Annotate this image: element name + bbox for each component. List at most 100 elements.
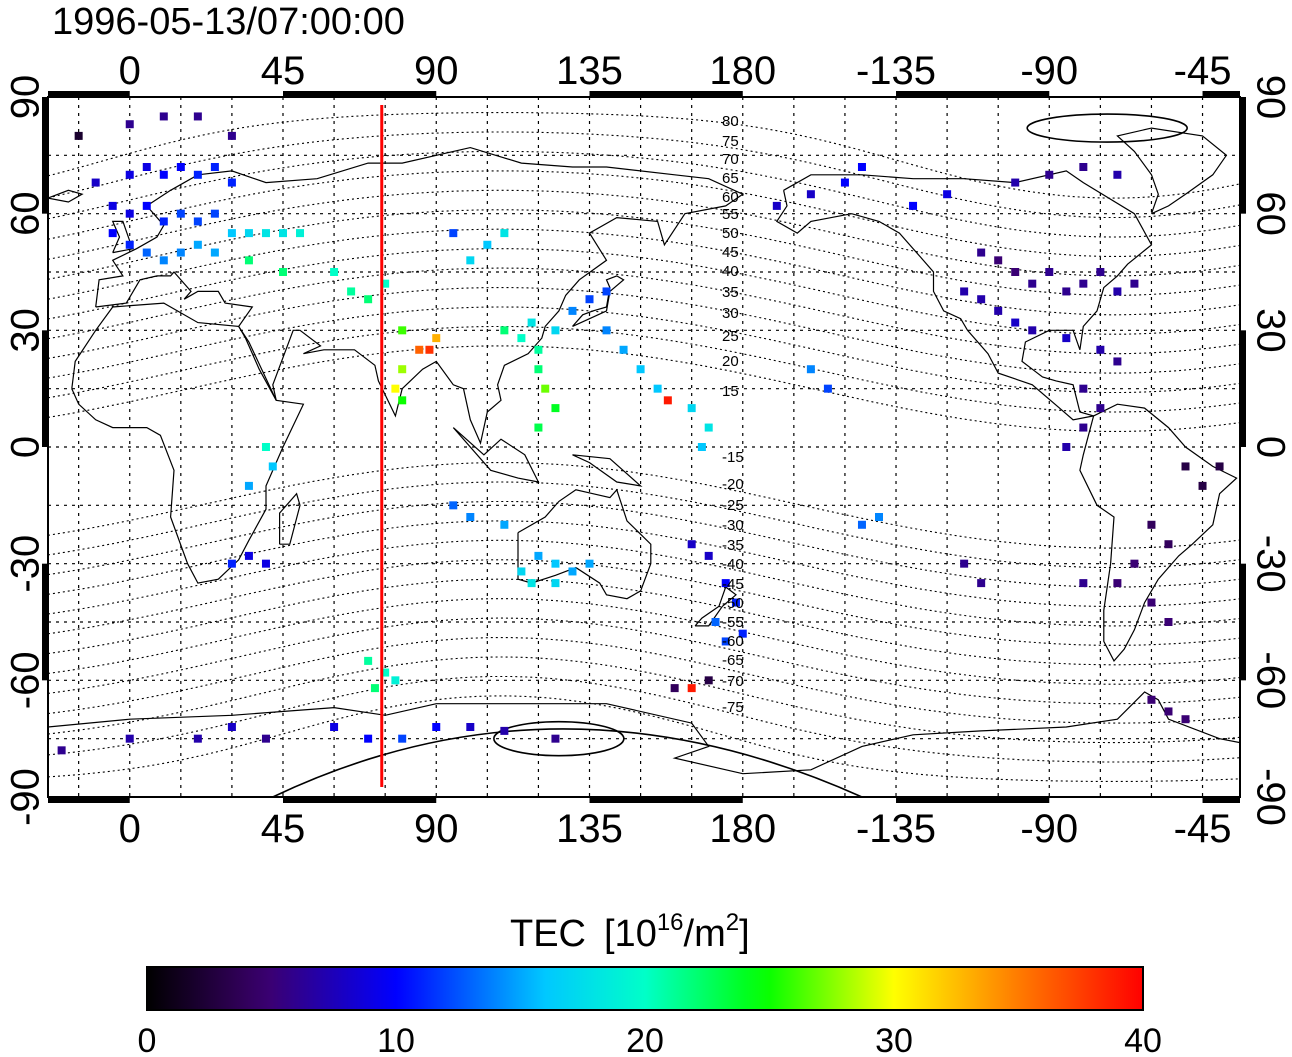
tec-point bbox=[398, 365, 407, 374]
coastline bbox=[1116, 127, 1228, 215]
contour-line bbox=[47, 695, 1241, 782]
tec-point bbox=[268, 462, 277, 471]
coastline bbox=[47, 189, 84, 203]
tec-point bbox=[125, 120, 134, 129]
bottom-edge-bar bbox=[1202, 797, 1240, 803]
contour-label: -25 bbox=[722, 497, 744, 514]
coastline bbox=[572, 275, 625, 327]
top-tick-label: -135 bbox=[856, 49, 936, 93]
tec-point bbox=[1062, 334, 1071, 343]
right-tick-label: -90 bbox=[1248, 768, 1292, 826]
tec-point bbox=[432, 723, 441, 731]
tec-point bbox=[381, 668, 390, 677]
tec-point bbox=[261, 229, 270, 238]
tec-point bbox=[977, 248, 986, 257]
tec-point bbox=[585, 559, 594, 568]
tec-point bbox=[687, 404, 696, 413]
colorbar-tick-label: 20 bbox=[626, 1022, 664, 1057]
tec-point bbox=[142, 163, 151, 171]
tec-point bbox=[1130, 279, 1139, 288]
tec-point bbox=[466, 723, 475, 731]
bottom-tick-label: 135 bbox=[556, 807, 623, 851]
colorbar-gradient bbox=[146, 966, 1144, 1011]
tec-point bbox=[1164, 540, 1173, 549]
colorbar-unit-exp2: 2 bbox=[726, 909, 739, 936]
tec-point bbox=[1062, 287, 1071, 296]
tec-point bbox=[1011, 318, 1020, 327]
colorbar-tick-label: 10 bbox=[377, 1022, 415, 1057]
tec-point bbox=[261, 734, 270, 743]
colorbar-tick-label: 30 bbox=[875, 1022, 913, 1057]
tec-point bbox=[1181, 462, 1190, 471]
coastline bbox=[517, 488, 652, 600]
top-edge-bar bbox=[896, 91, 1050, 97]
tec-point bbox=[227, 723, 236, 731]
tec-point bbox=[840, 178, 849, 187]
contour-label: -30 bbox=[722, 517, 744, 534]
tec-point bbox=[193, 112, 202, 121]
tec-point bbox=[687, 684, 696, 693]
tec-point bbox=[517, 334, 526, 343]
tec-point bbox=[857, 520, 866, 529]
tec-point bbox=[278, 268, 287, 276]
contour-label: 15 bbox=[722, 383, 739, 400]
tec-point bbox=[1079, 384, 1088, 393]
coastline bbox=[71, 302, 305, 584]
tec-point bbox=[125, 240, 134, 249]
tec-point bbox=[176, 163, 185, 171]
tec-point bbox=[244, 481, 253, 490]
tec-point bbox=[697, 443, 706, 451]
tec-point bbox=[534, 345, 543, 354]
tec-point bbox=[391, 676, 400, 685]
tec-point bbox=[1062, 443, 1071, 451]
contour-label: 60 bbox=[722, 189, 739, 206]
contour-label: -35 bbox=[722, 537, 744, 554]
tec-point bbox=[551, 579, 560, 588]
tec-point bbox=[704, 676, 713, 685]
south-pole-contour bbox=[493, 720, 625, 757]
tec-point bbox=[176, 248, 185, 257]
tec-point bbox=[1181, 715, 1190, 724]
tec-point bbox=[663, 396, 672, 405]
bottom-edge-bar bbox=[48, 797, 130, 803]
tec-point bbox=[381, 279, 390, 288]
tec-point bbox=[296, 229, 305, 238]
tec-point bbox=[1096, 345, 1105, 354]
tec-point bbox=[1147, 695, 1156, 704]
tec-point bbox=[500, 326, 509, 335]
tec-point bbox=[1113, 287, 1122, 296]
tec-point bbox=[449, 501, 458, 510]
tec-point bbox=[91, 178, 100, 187]
tec-point bbox=[398, 396, 407, 405]
coastline bbox=[775, 170, 1153, 421]
map-title: 1996-05-13/07:00:00 bbox=[52, 1, 405, 43]
tec-point bbox=[943, 190, 952, 199]
tec-point bbox=[527, 579, 536, 588]
colorbar-unit-exp: 16 bbox=[657, 909, 684, 936]
top-edge-bar bbox=[282, 91, 437, 97]
tec-point bbox=[1147, 598, 1156, 607]
tec-point bbox=[391, 384, 400, 393]
tec-point bbox=[193, 734, 202, 743]
top-tick-label: 90 bbox=[414, 49, 459, 93]
tec-point bbox=[1028, 326, 1037, 335]
tec-point bbox=[541, 384, 550, 393]
tec-point bbox=[738, 629, 747, 638]
tec-point bbox=[244, 256, 253, 265]
coastline bbox=[47, 691, 1241, 775]
bottom-tick-label: 90 bbox=[414, 807, 459, 851]
tec-point bbox=[534, 365, 543, 374]
coastline bbox=[572, 454, 643, 487]
left-edge-bar bbox=[42, 97, 48, 214]
left-tick-label: 0 bbox=[4, 436, 48, 458]
tec-point bbox=[1045, 170, 1054, 179]
coastline bbox=[1079, 403, 1238, 662]
top-tick-label: 180 bbox=[709, 49, 776, 93]
tec-point bbox=[500, 520, 509, 529]
coastline bbox=[279, 492, 301, 545]
tec-point bbox=[57, 746, 66, 755]
top-edge-bar bbox=[589, 91, 743, 97]
contour-label: -65 bbox=[722, 652, 744, 669]
tec-point bbox=[159, 170, 168, 179]
